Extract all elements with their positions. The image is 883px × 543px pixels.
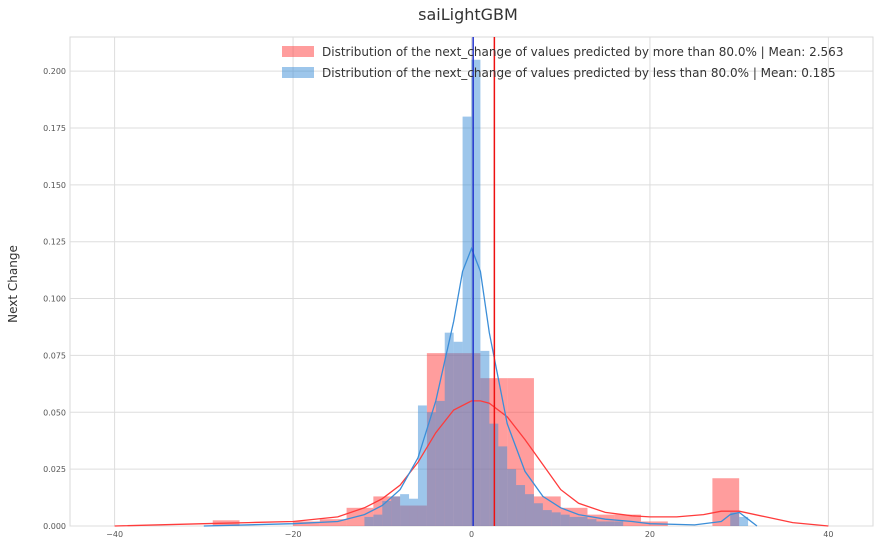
histogram-bar-low bbox=[739, 516, 749, 526]
axis-ticks: 0.000 0.025 0.050 0.075 0.100 0.125 0.150 0.175… bbox=[43, 67, 833, 539]
y-tick-label: 0.150 bbox=[43, 181, 66, 190]
histogram-bar-low bbox=[471, 59, 481, 526]
histogram-bar-high bbox=[293, 521, 320, 526]
kde-curve-low bbox=[203, 246, 758, 527]
legend-swatch-low bbox=[282, 67, 314, 78]
y-tick-label: 0.075 bbox=[43, 351, 66, 360]
y-axis-label: Next Change bbox=[6, 245, 20, 323]
histogram-bar-low bbox=[730, 512, 740, 526]
y-tick-label: 0.125 bbox=[43, 238, 66, 247]
histogram-bar-low bbox=[507, 469, 517, 526]
histogram-bar-low bbox=[409, 498, 418, 526]
x-tick-label: 40 bbox=[823, 530, 833, 539]
histogram-bar-low bbox=[614, 521, 624, 526]
mean-lines bbox=[472, 37, 496, 526]
x-tick-label: −40 bbox=[106, 530, 123, 539]
y-tick-label: 0.000 bbox=[43, 522, 66, 531]
histogram-bar-low bbox=[516, 485, 526, 526]
histogram-bar-low bbox=[382, 500, 392, 526]
histogram-bar-low bbox=[417, 405, 427, 526]
legend-label-low: Distribution of the next_change of value… bbox=[322, 66, 836, 80]
histogram-bar-low bbox=[578, 516, 588, 526]
y-tick-label: 0.200 bbox=[43, 67, 66, 76]
chart-title: saiLightGBM bbox=[418, 5, 518, 24]
histogram-bar-low bbox=[542, 510, 552, 526]
y-tick-label: 0.100 bbox=[43, 295, 66, 304]
x-tick-label: −20 bbox=[285, 530, 302, 539]
histogram-bar-low bbox=[444, 332, 454, 526]
legend-label-high: Distribution of the next_change of value… bbox=[322, 45, 843, 59]
histogram-bar-low bbox=[525, 494, 534, 526]
kde-curves bbox=[114, 246, 829, 527]
histogram-bar-high bbox=[587, 514, 615, 526]
histogram-bar-high bbox=[614, 514, 642, 526]
legend-swatch-high bbox=[282, 46, 314, 57]
legend: Distribution of the next_change of value… bbox=[282, 45, 843, 80]
y-tick-label: 0.050 bbox=[43, 408, 66, 417]
histogram-bar-low bbox=[391, 496, 401, 526]
histogram-bar-low bbox=[400, 494, 410, 526]
histogram-bar-low bbox=[435, 400, 445, 526]
y-tick-label: 0.175 bbox=[43, 124, 66, 133]
histogram-bar-low bbox=[462, 116, 472, 527]
histogram-bar-low bbox=[373, 514, 383, 526]
histogram-bar-low bbox=[533, 503, 543, 526]
y-tick-label: 0.025 bbox=[43, 465, 66, 474]
histogram-bar-low bbox=[480, 350, 490, 526]
histogram-bar-low bbox=[498, 446, 508, 526]
histogram-bar-low bbox=[551, 512, 561, 526]
histogram-bar-low bbox=[587, 519, 597, 526]
histogram-bar-high bbox=[319, 519, 347, 526]
histogram-bar-low bbox=[364, 516, 374, 526]
histogram-bar-low bbox=[453, 341, 463, 526]
histogram-bar-low bbox=[560, 514, 570, 526]
x-tick-label: 0 bbox=[469, 530, 474, 539]
x-tick-label: 20 bbox=[645, 530, 655, 539]
histogram-bar-low bbox=[605, 521, 615, 526]
kde-curve-high bbox=[114, 400, 829, 527]
histogram-bar-low bbox=[596, 521, 606, 526]
histogram-bar-low bbox=[569, 516, 579, 526]
histogram-bar-low bbox=[426, 412, 436, 526]
